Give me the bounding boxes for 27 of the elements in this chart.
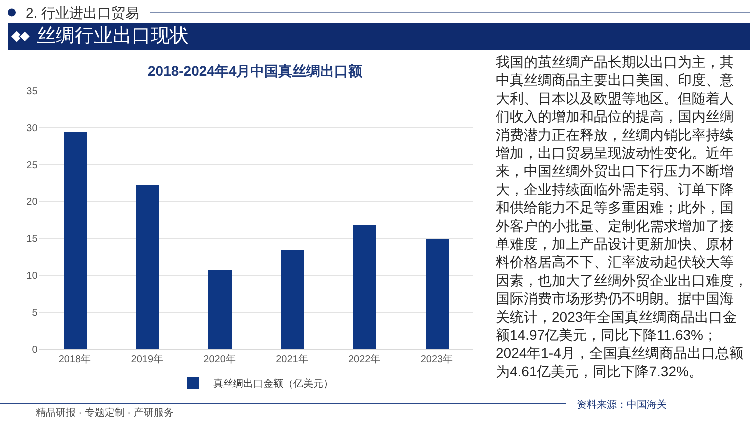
x-tick-label: 2023年 xyxy=(420,353,454,366)
legend-label: 真丝绸出口金额（亿美元） xyxy=(214,378,334,390)
y-tick-label: 10 xyxy=(26,271,38,282)
bar xyxy=(352,225,376,349)
x-tick-label: 2021年 xyxy=(276,353,308,366)
y-tick-label: 25 xyxy=(26,160,38,172)
x-tick-label: 2019年 xyxy=(131,353,164,366)
text: 丝绸行业出口现状 xyxy=(37,26,189,47)
y-tick-label: 15 xyxy=(26,234,38,246)
y-tick-label: 20 xyxy=(26,197,38,208)
x-tick-label: 2022年 xyxy=(348,353,381,366)
text: 我国的茧丝绸产品长期以出口为主，其中真丝绸商品主要出口美国、印度、意大利、日本以及欧盟等地区。但随着人们收入的增加和品位的提高，国内丝绸消费潜力正在释放，丝绸内销比率持续增加，出口贸易呈现波动性变化。近年来，中国丝绸外贸出口下行压力不断增大，企业持续面临外需走弱、订单下降和供给能力不足等多重困难；此外，国外客户的小批量、定制化需求增加了接单难度，加上产品设计更新加快、原材料价格居高不下、汇率波动起伏较大等因素，也加大了丝绸外贸企业出口难度，国际消费市场形势仍不明朗。据中国海关统计，2023年全国真丝绸商品出口金额14.97亿美元，同比下降11.63%；2024年1-4月，全国真丝绸商品出口总额为4.61亿美元，同比下降7.32%。 xyxy=(496,54,748,380)
chart-title: 2018-2024年4月中国真丝绸出口额 xyxy=(148,63,364,79)
bar xyxy=(64,132,87,349)
y-tick-label: 35 xyxy=(26,86,38,98)
x-tick-label: 2018年 xyxy=(58,353,92,366)
text: 资料来源：中国海关 xyxy=(577,399,667,411)
bar xyxy=(426,239,449,349)
x-tick-label: 2020年 xyxy=(204,353,236,366)
text: 精品研报 · 专题定制 · 产研服务 xyxy=(36,407,174,419)
y-tick-label: 30 xyxy=(26,123,38,134)
y-tick-label: 0 xyxy=(32,344,38,356)
bar xyxy=(208,270,232,349)
bar xyxy=(136,185,159,349)
text: 2. 行业进出口贸易 xyxy=(26,5,140,21)
bar xyxy=(280,250,304,349)
y-tick-label: 5 xyxy=(32,308,38,319)
